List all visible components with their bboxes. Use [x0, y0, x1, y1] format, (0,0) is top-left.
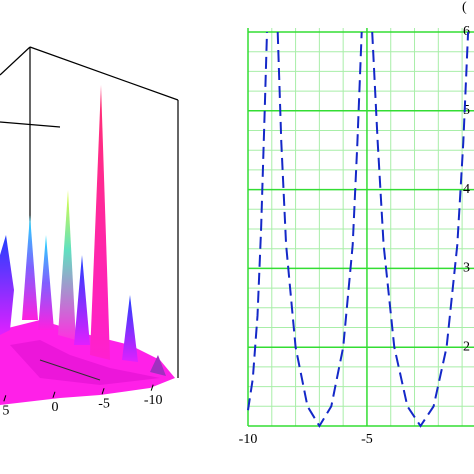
y-tick-label: 2	[463, 339, 470, 354]
y-tick-label: 6	[463, 24, 470, 39]
dashed-curve	[247, 31, 470, 428]
line-plot: -10 -5 2 3 4 5 6 (	[239, 0, 474, 447]
x-tick-label: -5	[361, 432, 373, 447]
y-tick-label: 3	[463, 261, 470, 276]
x-tick	[150, 384, 154, 391]
panel-label: (	[462, 0, 467, 15]
x-tick	[52, 391, 56, 398]
x-tick	[3, 395, 7, 402]
x-tick-label: -5	[98, 396, 110, 411]
x-tick-label: 5	[2, 404, 9, 419]
x-tick-label: -10	[239, 432, 258, 447]
x-tick	[101, 388, 105, 395]
x-tick-label: -10	[144, 393, 163, 408]
y-tick-label: 4	[463, 182, 470, 197]
y-tick-label: 5	[463, 103, 470, 118]
x-tick-label: 0	[51, 400, 58, 415]
surface-plot: 5 0 -5 -10	[0, 46, 179, 419]
surface	[0, 85, 175, 405]
